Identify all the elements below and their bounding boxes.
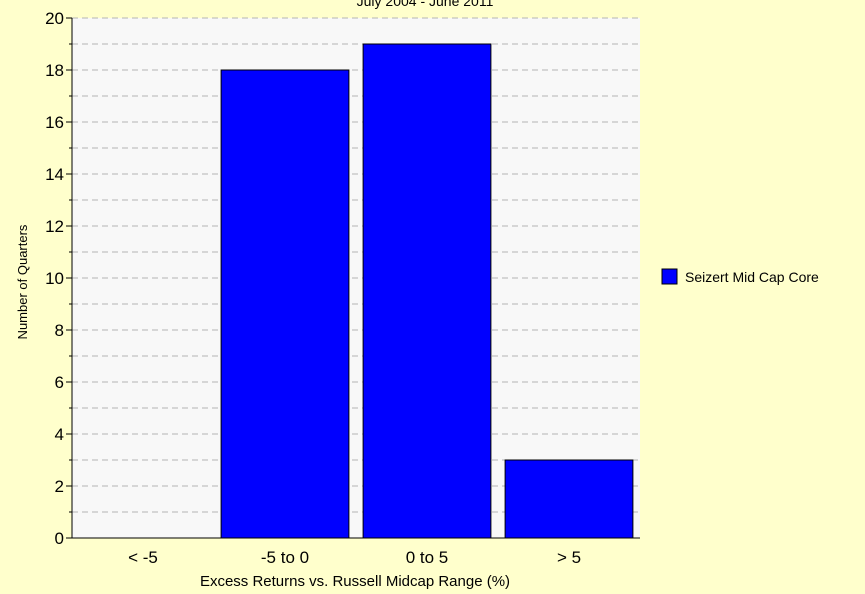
bar [220, 69, 350, 539]
y-tick-label: 0 [55, 529, 64, 548]
legend-label: Seizert Mid Cap Core [685, 269, 819, 285]
y-tick-label: 16 [45, 113, 64, 132]
x-tick-label: > 5 [557, 548, 581, 567]
y-tick-label: 2 [55, 477, 64, 496]
bars [220, 43, 634, 539]
chart-title: July 2004 - June 2011 [357, 0, 494, 9]
x-tick-label: < -5 [128, 548, 158, 567]
grid-lines [72, 17, 640, 513]
x-tick-label: 0 to 5 [406, 548, 449, 567]
y-ticks: 0 2 4 6 8 10 12 14 16 18 20 [45, 9, 72, 548]
x-axis-title: Excess Returns vs. Russell Midcap Range … [200, 573, 510, 590]
x-tick-label: -5 to 0 [261, 548, 309, 567]
y-tick-label: 6 [55, 373, 64, 392]
y-tick-label: 20 [45, 9, 64, 28]
y-tick-label: 18 [45, 61, 64, 80]
x-ticks: < -5 -5 to 0 0 to 5 > 5 [128, 548, 581, 567]
bar [504, 459, 634, 539]
y-tick-label: 4 [55, 425, 64, 444]
y-tick-label: 14 [45, 165, 64, 184]
y-tick-label: 8 [55, 321, 64, 340]
bar [362, 43, 492, 539]
legend: Seizert Mid Cap Core [661, 268, 819, 285]
y-tick-label: 10 [45, 269, 64, 288]
legend-swatch [661, 268, 678, 285]
y-tick-label: 12 [45, 217, 64, 236]
y-axis-title: Number of Quarters [15, 224, 30, 339]
